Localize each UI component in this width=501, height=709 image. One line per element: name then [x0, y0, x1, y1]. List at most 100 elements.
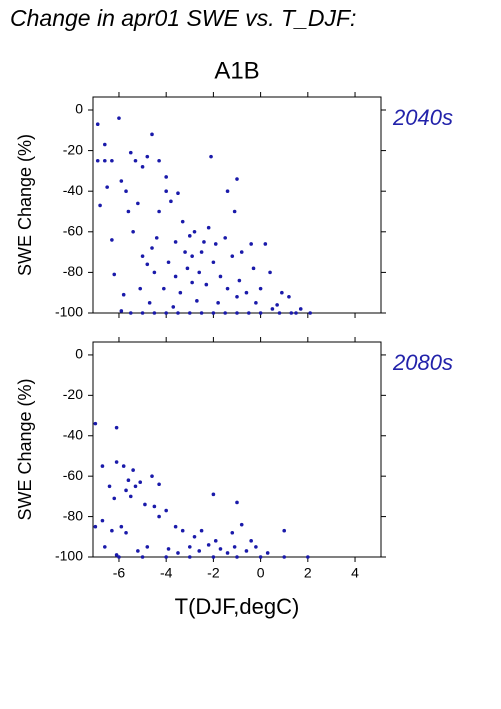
point [176, 551, 180, 555]
point [254, 301, 258, 305]
point [112, 272, 117, 277]
point [103, 545, 107, 549]
point [211, 260, 216, 265]
point [187, 311, 192, 315]
point [282, 555, 287, 559]
point [112, 496, 117, 501]
point [152, 311, 157, 315]
point [124, 530, 128, 535]
point [147, 301, 152, 305]
point [124, 488, 128, 493]
x-tick-label: -6 [113, 565, 126, 581]
point [164, 555, 168, 559]
page-title: Change in apr01 SWE vs. T_DJF: [10, 5, 356, 31]
point [235, 500, 239, 505]
point [103, 142, 107, 147]
y-tick-label: -60 [63, 223, 83, 239]
point [218, 274, 223, 279]
point [225, 551, 230, 555]
point [110, 158, 114, 163]
point [93, 524, 98, 529]
point [138, 480, 143, 485]
point [119, 309, 124, 313]
point [164, 189, 168, 193]
point [223, 311, 227, 315]
y-tick-label: 0 [75, 346, 83, 362]
point [124, 189, 128, 193]
point [107, 484, 112, 489]
point [258, 286, 263, 291]
point [235, 294, 239, 299]
point [152, 270, 157, 275]
point [140, 165, 145, 169]
point [199, 250, 204, 254]
point [287, 294, 291, 299]
point [187, 234, 192, 238]
point [183, 250, 187, 254]
point [180, 219, 185, 224]
point [230, 254, 235, 258]
point [232, 209, 237, 214]
point [138, 286, 143, 291]
point [145, 545, 150, 549]
point [206, 543, 211, 547]
point [176, 311, 180, 315]
point [263, 242, 268, 246]
point [95, 122, 100, 127]
point [157, 209, 161, 214]
point [95, 158, 100, 163]
point [98, 203, 102, 208]
point [190, 280, 194, 285]
point [204, 282, 209, 287]
point [275, 303, 279, 307]
point [110, 238, 114, 242]
point [218, 547, 223, 551]
point [223, 236, 227, 240]
point [152, 504, 157, 509]
y-tick-label: -40 [63, 426, 83, 442]
point [225, 189, 230, 193]
point [166, 260, 171, 265]
point [154, 236, 159, 240]
point [254, 545, 258, 549]
point [206, 225, 211, 230]
point [143, 502, 147, 507]
point [145, 154, 150, 159]
point [145, 262, 150, 267]
point [211, 311, 216, 315]
point [192, 534, 197, 539]
y-tick-label: -80 [63, 263, 83, 279]
point [251, 266, 256, 271]
x-tick-label: -2 [207, 565, 220, 581]
point [270, 307, 275, 311]
subtitle: A1B [214, 57, 259, 84]
point [213, 539, 218, 543]
point [173, 524, 178, 529]
point [185, 266, 190, 271]
y-tick-label: -60 [63, 467, 83, 483]
x-tick-label: 2 [304, 565, 312, 581]
point [150, 474, 154, 478]
point [265, 551, 270, 555]
point [232, 545, 237, 549]
point [268, 270, 272, 275]
point [280, 290, 284, 295]
point [131, 468, 135, 472]
x-tick-label: 0 [257, 565, 265, 581]
point [244, 549, 249, 553]
point [195, 299, 199, 303]
point [100, 464, 105, 468]
point [140, 311, 145, 315]
point [121, 464, 126, 468]
point [164, 175, 168, 179]
point [202, 240, 206, 244]
point [119, 524, 124, 529]
point [239, 250, 244, 254]
point [176, 191, 180, 196]
point [213, 242, 218, 246]
point [136, 201, 140, 206]
point [110, 528, 114, 533]
point [237, 278, 242, 283]
point [157, 482, 161, 487]
